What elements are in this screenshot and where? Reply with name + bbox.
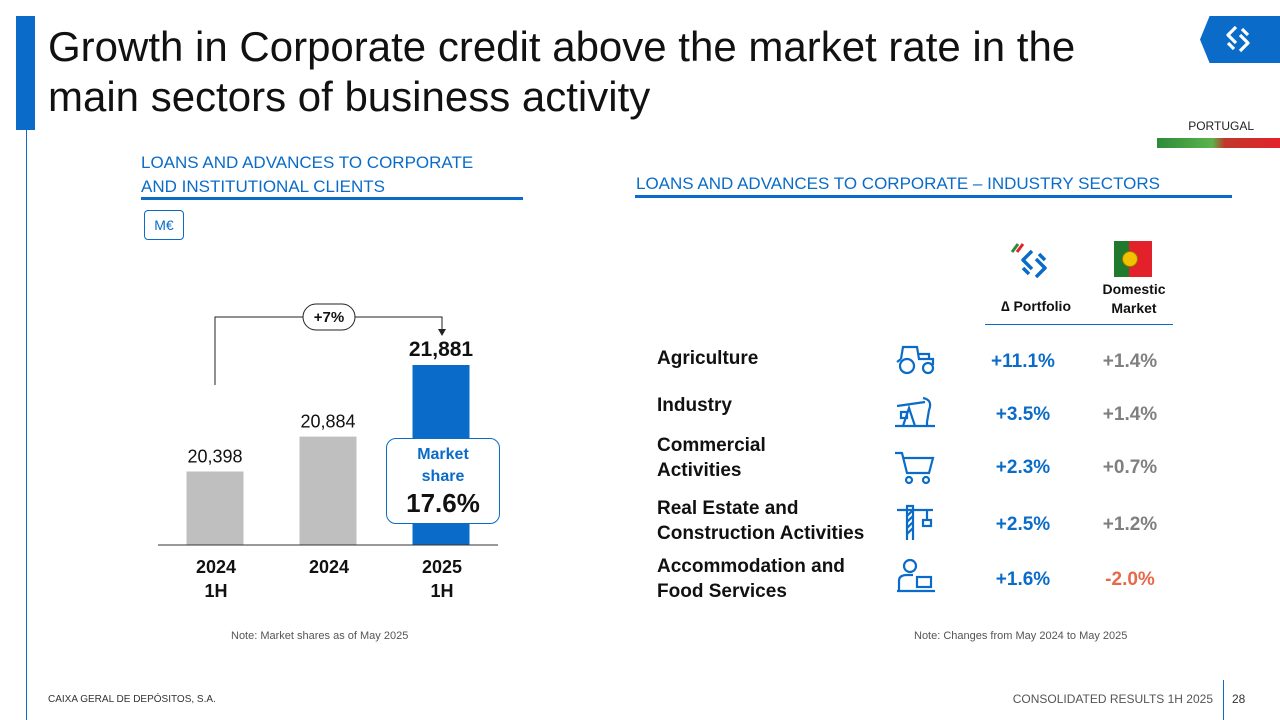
sector-name-accommodation: Accommodation and Food Services [657, 554, 897, 604]
left-margin-line [26, 130, 27, 720]
bar-value-label-1: 20,884 [300, 412, 355, 432]
x-tick-label-0-0: 2024 [196, 557, 236, 577]
sector-line1: Real Estate and [657, 498, 799, 519]
market-pct-real-estate: +1.2% [1102, 514, 1158, 535]
portfolio-pct-accommodation: +1.6% [995, 569, 1051, 590]
x-tick-label-1-0: 2024 [309, 557, 349, 577]
col-market-line2: Market [1111, 300, 1157, 316]
cgd-portfolio-logo-icon [1010, 243, 1047, 279]
left-heading-line1: LOANS AND ADVANCES TO CORPORATE [141, 153, 474, 172]
sector-line1: Agriculture [657, 348, 759, 369]
left-note: Note: Market shares as of May 2025 [231, 630, 409, 642]
market-share-box: Market share 17.6% [386, 438, 500, 524]
x-tick-label-2-0: 2025 [422, 557, 462, 577]
sector-name-commercial: Commercial Activities [657, 433, 897, 483]
x-tick-label-0-1: 1H [204, 581, 227, 601]
worker-desk-icon [897, 558, 935, 593]
left-section-heading: LOANS AND ADVANCES TO CORPORATE AND INST… [141, 151, 531, 199]
sector-name-agriculture: Agriculture [657, 346, 897, 371]
sector-line1: Industry [657, 395, 732, 416]
cgd-logo-icon [1226, 25, 1250, 53]
col-header-portfolio: ∆ Portfolio [988, 298, 1084, 314]
page-number: 28 [1232, 692, 1246, 706]
growth-label: +7% [314, 309, 344, 326]
pumpjack-icon [895, 396, 935, 428]
market-pct-accommodation: -2.0% [1105, 569, 1155, 590]
bar-value-label-2: 21,881 [409, 338, 474, 361]
market-pct-industry: +1.4% [1102, 404, 1158, 425]
labels-layer: 20,398 2024 1H 20,884 2024 21,881 2025 1H [187, 338, 473, 601]
footer-divider [1223, 680, 1224, 720]
bar-1 [299, 436, 357, 545]
col-portfolio-label: Portfolio [1013, 298, 1071, 314]
sector-line2: Food Services [657, 581, 787, 602]
market-pct-agriculture: +1.4% [1102, 351, 1158, 372]
page-title: Growth in Corporate credit above the mar… [48, 23, 1076, 120]
cgd-logo [1200, 16, 1280, 63]
column-header-rule [985, 324, 1173, 325]
sector-line2: Construction Activities [657, 523, 865, 544]
growth-badge [302, 303, 356, 331]
shopping-cart-icon [895, 451, 935, 485]
sector-line1: Commercial [657, 435, 766, 456]
sector-name-industry: Industry [657, 393, 897, 418]
right-heading-rule [635, 195, 1232, 198]
left-heading-rule [141, 197, 523, 200]
portugal-color-bar [1157, 138, 1280, 148]
x-tick-label-2-1: 1H [430, 581, 453, 601]
footer-report-title: CONSOLIDATED RESULTS 1H 2025 [1012, 692, 1213, 706]
market-share-label-line2: share [421, 468, 465, 485]
delta-symbol: ∆ [1000, 298, 1010, 314]
right-section-heading: LOANS AND ADVANCES TO CORPORATE – INDUST… [636, 174, 1160, 193]
sector-line1: Accommodation and [657, 556, 845, 577]
col-header-market: Domestic Market [1090, 280, 1178, 318]
right-note: Note: Changes from May 2024 to May 2025 [914, 630, 1128, 642]
unit-badge: M€ [144, 210, 184, 240]
region-label: PORTUGAL [1188, 119, 1254, 133]
portfolio-pct-agriculture: +11.1% [991, 351, 1055, 372]
portfolio-pct-commercial: +2.3% [995, 457, 1051, 478]
market-share-value: 17.6% [406, 488, 480, 518]
market-share-label: Market share [387, 444, 499, 488]
sector-name-real-estate: Real Estate and Construction Activities [657, 496, 897, 546]
col-market-line1: Domestic [1102, 281, 1166, 297]
bar-value-label-0: 20,398 [187, 447, 242, 467]
left-heading-line2: AND INSTITUTIONAL CLIENTS [141, 177, 386, 196]
crane-icon [897, 504, 933, 540]
portfolio-pct-industry: +3.5% [995, 404, 1051, 425]
growth-arrowhead [438, 329, 446, 336]
market-share-label-line1: Market [417, 446, 469, 463]
tractor-icon [896, 345, 935, 375]
footer-company: CAIXA GERAL DE DEPÓSITOS, S.A. [48, 694, 216, 705]
title-accent-bar [16, 16, 35, 130]
bar-0 [186, 471, 244, 545]
portugal-flag-icon [1114, 241, 1152, 277]
market-pct-commercial: +0.7% [1102, 457, 1158, 478]
portfolio-pct-real-estate: +2.5% [995, 514, 1051, 535]
sector-line2: Activities [657, 460, 742, 481]
